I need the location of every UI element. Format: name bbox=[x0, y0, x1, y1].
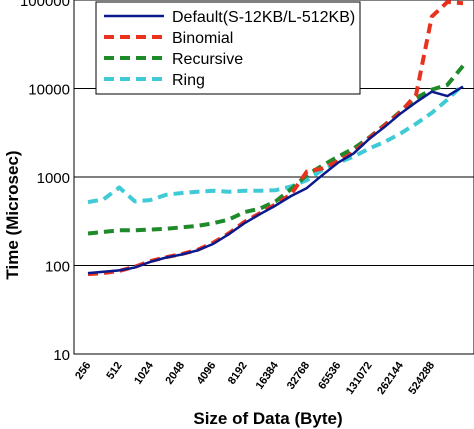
legend-label: Binomial bbox=[172, 30, 233, 47]
legend-label: Ring bbox=[172, 72, 205, 89]
x-tick-label: 8192 bbox=[226, 360, 250, 387]
x-tick-label: 32768 bbox=[285, 360, 312, 392]
y-axis-ticks: 10 100 1000 10000 100000 bbox=[20, 0, 70, 364]
x-tick-label: 262144 bbox=[375, 359, 406, 397]
y-tick-label: 100000 bbox=[20, 0, 70, 10]
y-tick-label: 10 bbox=[53, 347, 70, 364]
y-tick-label: 100 bbox=[45, 259, 70, 276]
x-axis-title: Size of Data (Byte) bbox=[193, 409, 342, 428]
x-tick-label: 2048 bbox=[163, 360, 187, 387]
x-tick-label: 131072 bbox=[344, 360, 375, 397]
x-axis-ticks: 256 512 1024 2048 4096 8192 16384 32768 65536 131… bbox=[73, 359, 437, 397]
legend-label: Recursive bbox=[172, 51, 243, 68]
x-tick-label: 65536 bbox=[316, 360, 343, 392]
x-tick-label: 4096 bbox=[195, 360, 219, 387]
series-lines bbox=[87, 0, 465, 277]
plot-frame bbox=[73, 0, 474, 355]
series-line-ring bbox=[87, 83, 465, 205]
y-tick-label: 1000 bbox=[37, 170, 70, 187]
series-line-recursive bbox=[87, 64, 465, 236]
x-tick-label: 16384 bbox=[254, 359, 282, 392]
y-axis-title: Time (Microsec) bbox=[3, 150, 22, 279]
legend-label: Default(S-12KB/L-512KB) bbox=[172, 9, 355, 26]
series-line-default-s-12kb-l-512kb bbox=[87, 85, 464, 275]
legend: Default(S-12KB/L-512KB) Binomial Recursive… bbox=[95, 1, 361, 95]
x-tick-label: 512 bbox=[104, 360, 124, 382]
x-tick-label: 256 bbox=[73, 360, 93, 382]
x-tick-label: 1024 bbox=[132, 359, 156, 387]
y-tick-label: 10000 bbox=[28, 82, 70, 99]
x-tick-label: 524288 bbox=[406, 360, 437, 397]
